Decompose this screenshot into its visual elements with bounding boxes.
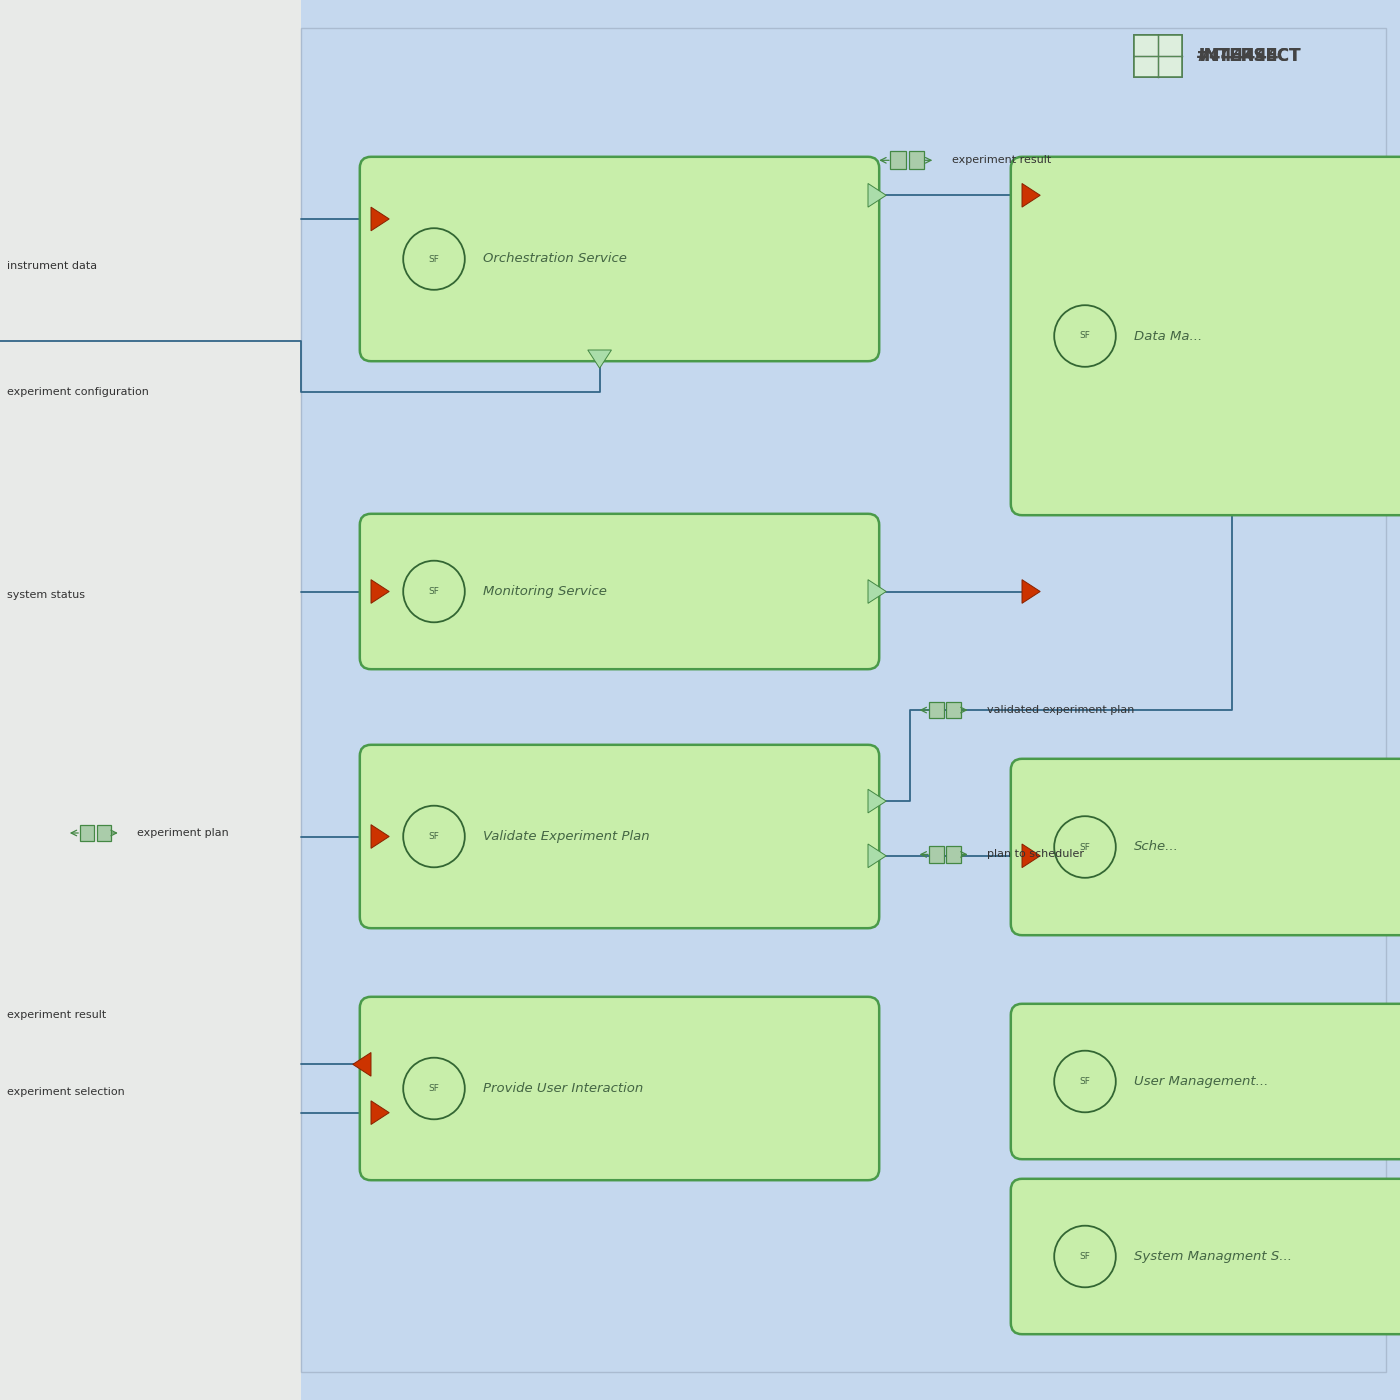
- Text: validated experiment plan: validated experiment plan: [987, 706, 1134, 715]
- Polygon shape: [868, 844, 886, 868]
- FancyBboxPatch shape: [1011, 1179, 1400, 1334]
- Text: Data Ma...: Data Ma...: [1134, 329, 1203, 343]
- Text: Orchestration Service: Orchestration Service: [483, 252, 627, 266]
- Polygon shape: [371, 580, 389, 603]
- Text: SF: SF: [1079, 332, 1091, 340]
- Text: instrument data: instrument data: [7, 260, 97, 272]
- Text: INTERSECT: INTERSECT: [1198, 48, 1301, 64]
- Text: experiment result: experiment result: [7, 1009, 106, 1021]
- Polygon shape: [868, 183, 886, 207]
- Text: SF: SF: [428, 1084, 440, 1093]
- FancyBboxPatch shape: [360, 997, 879, 1180]
- Text: System Managment S...: System Managment S...: [1134, 1250, 1292, 1263]
- Text: Validate Experiment Plan: Validate Experiment Plan: [483, 830, 650, 843]
- Polygon shape: [868, 580, 886, 603]
- FancyBboxPatch shape: [360, 514, 879, 669]
- Polygon shape: [371, 207, 389, 231]
- FancyBboxPatch shape: [1011, 157, 1400, 515]
- Text: SF: SF: [428, 255, 440, 263]
- Text: Provide User Interaction: Provide User Interaction: [483, 1082, 643, 1095]
- Bar: [301, 0, 1400, 1400]
- FancyBboxPatch shape: [80, 825, 94, 841]
- Polygon shape: [868, 790, 886, 813]
- FancyBboxPatch shape: [1134, 35, 1182, 77]
- Text: #444444: #444444: [1196, 48, 1280, 64]
- FancyBboxPatch shape: [360, 157, 879, 361]
- Text: experiment configuration: experiment configuration: [7, 386, 148, 398]
- Polygon shape: [588, 350, 612, 368]
- Text: SF: SF: [1079, 1252, 1091, 1261]
- FancyBboxPatch shape: [890, 151, 906, 169]
- FancyBboxPatch shape: [909, 151, 924, 169]
- Polygon shape: [371, 1100, 389, 1124]
- FancyBboxPatch shape: [1011, 759, 1400, 935]
- Text: SF: SF: [428, 832, 440, 841]
- Polygon shape: [1022, 844, 1040, 868]
- Text: experiment result: experiment result: [952, 155, 1051, 165]
- Text: plan to scheduler: plan to scheduler: [987, 850, 1084, 860]
- Text: Sche...: Sche...: [1134, 840, 1179, 854]
- Bar: [0, 0, 301, 1400]
- Text: SF: SF: [1079, 843, 1091, 851]
- FancyBboxPatch shape: [930, 846, 944, 862]
- FancyBboxPatch shape: [946, 701, 960, 718]
- Bar: [301, 28, 1386, 1372]
- Text: User Management...: User Management...: [1134, 1075, 1268, 1088]
- FancyBboxPatch shape: [1011, 1004, 1400, 1159]
- FancyBboxPatch shape: [946, 846, 960, 862]
- Text: SF: SF: [428, 587, 440, 596]
- Text: experiment selection: experiment selection: [7, 1086, 125, 1098]
- FancyBboxPatch shape: [360, 745, 879, 928]
- Text: INTERSECT: INTERSECT: [1198, 48, 1301, 64]
- Text: SF: SF: [1079, 1077, 1091, 1086]
- Text: experiment plan: experiment plan: [137, 827, 230, 839]
- FancyBboxPatch shape: [97, 825, 111, 841]
- Polygon shape: [371, 825, 389, 848]
- Text: system status: system status: [7, 589, 85, 601]
- Polygon shape: [1022, 183, 1040, 207]
- Polygon shape: [1022, 580, 1040, 603]
- Text: Monitoring Service: Monitoring Service: [483, 585, 606, 598]
- FancyBboxPatch shape: [930, 701, 944, 718]
- Polygon shape: [353, 1053, 371, 1077]
